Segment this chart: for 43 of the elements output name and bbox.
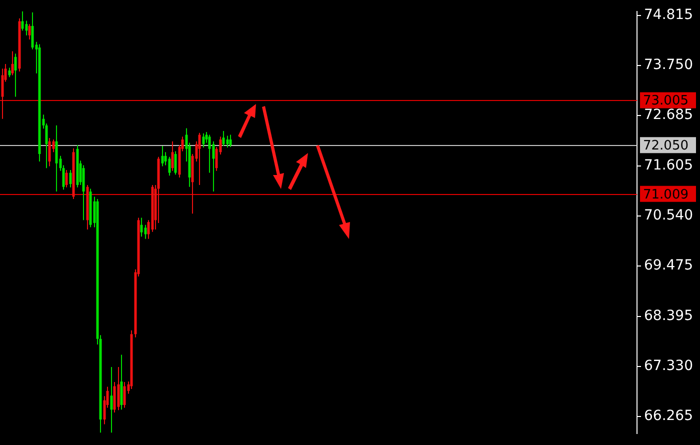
ref-line-label: 71.009 xyxy=(643,187,688,202)
y-tick-label: 70.540 xyxy=(644,208,693,224)
candlestick xyxy=(31,12,34,50)
candlestick xyxy=(171,140,174,172)
candlestick xyxy=(14,53,17,98)
candlestick xyxy=(174,150,177,176)
candlestick xyxy=(55,124,58,192)
candlestick xyxy=(208,134,211,174)
candlestick xyxy=(144,224,147,240)
y-tick-label: 69.475 xyxy=(644,258,693,274)
candlestick xyxy=(113,382,116,413)
candlestick xyxy=(161,146,164,167)
candlestick xyxy=(8,67,11,78)
candlestick xyxy=(110,366,113,434)
candlestick xyxy=(28,24,31,40)
candlestick xyxy=(48,138,51,167)
candlestick xyxy=(117,366,120,411)
candlestick xyxy=(65,169,68,188)
candlestick xyxy=(140,217,143,238)
candlestick xyxy=(198,132,201,186)
y-tick-label: 74.815 xyxy=(644,7,693,24)
candlestick xyxy=(82,164,85,221)
candlestick xyxy=(212,140,215,192)
candlestick xyxy=(120,354,123,410)
y-tick-label: 66.265 xyxy=(644,408,693,424)
candlestick xyxy=(11,50,14,76)
y-tick-label: 68.395 xyxy=(644,308,693,324)
y-tick-label: 73.750 xyxy=(644,56,693,73)
y-tick-label: 72.685 xyxy=(644,106,693,123)
candlestick xyxy=(202,132,205,148)
ref-line-label: 73.005 xyxy=(643,94,688,109)
y-tick-label: 67.330 xyxy=(644,358,693,374)
candlestick xyxy=(69,169,72,188)
candlestick xyxy=(226,135,229,148)
candlestick xyxy=(168,156,171,176)
y-tick-label: 71.605 xyxy=(644,158,693,174)
candlestick xyxy=(229,134,232,148)
candlestick xyxy=(222,130,225,147)
candlestick xyxy=(21,10,24,32)
candlestick xyxy=(1,68,4,120)
candlestick xyxy=(25,20,28,36)
ref-line-label: 72.050 xyxy=(643,138,688,154)
candlestick xyxy=(123,382,126,408)
